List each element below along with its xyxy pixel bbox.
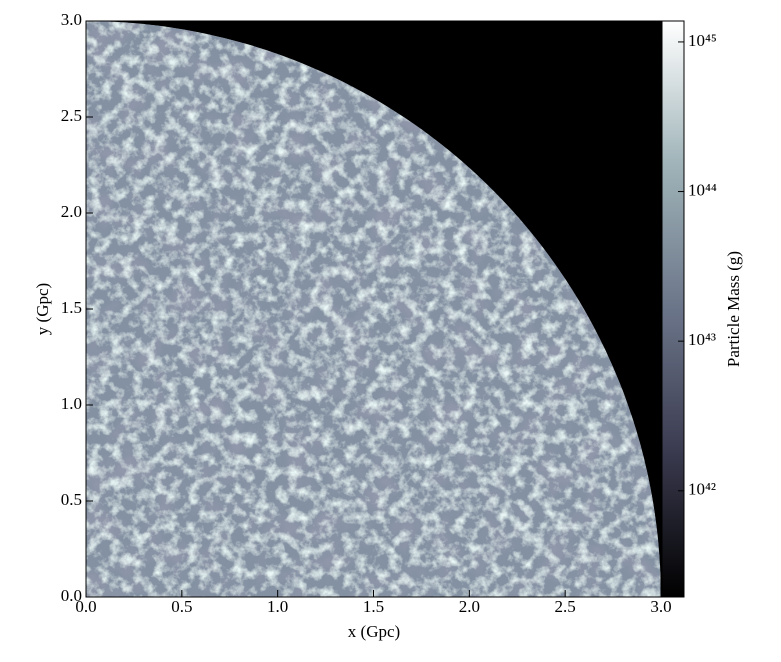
y-tick-label: 3.0 bbox=[61, 10, 82, 29]
y-tick-label: 0.0 bbox=[61, 586, 82, 605]
x-axis-label: x (Gpc) bbox=[348, 622, 400, 641]
y-tick-label: 2.0 bbox=[61, 202, 82, 221]
colorbar-tick-label: 10⁴⁴ bbox=[688, 180, 717, 199]
x-tick-label: 2.0 bbox=[459, 597, 480, 616]
colorbar-tick-label: 10⁴⁵ bbox=[688, 31, 717, 50]
y-tick-label: 0.5 bbox=[61, 490, 82, 509]
colorbar bbox=[661, 20, 685, 598]
y-tick-label: 2.5 bbox=[61, 106, 82, 125]
x-tick-label: 0.0 bbox=[75, 597, 96, 616]
x-tick-label: 3.0 bbox=[650, 597, 671, 616]
x-tick-label: 0.5 bbox=[171, 597, 192, 616]
x-tick-label: 2.5 bbox=[555, 597, 576, 616]
y-axis-label: y (Gpc) bbox=[33, 283, 52, 335]
x-tick-label: 1.0 bbox=[267, 597, 288, 616]
y-tick-label: 1.0 bbox=[61, 394, 82, 413]
x-tick-label: 1.5 bbox=[363, 597, 384, 616]
y-tick-label: 1.5 bbox=[61, 298, 82, 317]
colorbar-tick-label: 10⁴² bbox=[688, 480, 716, 499]
colorbar-label: Particle Mass (g) bbox=[724, 251, 743, 367]
density-region bbox=[86, 21, 661, 597]
colorbar-tick-label: 10⁴³ bbox=[688, 330, 716, 349]
